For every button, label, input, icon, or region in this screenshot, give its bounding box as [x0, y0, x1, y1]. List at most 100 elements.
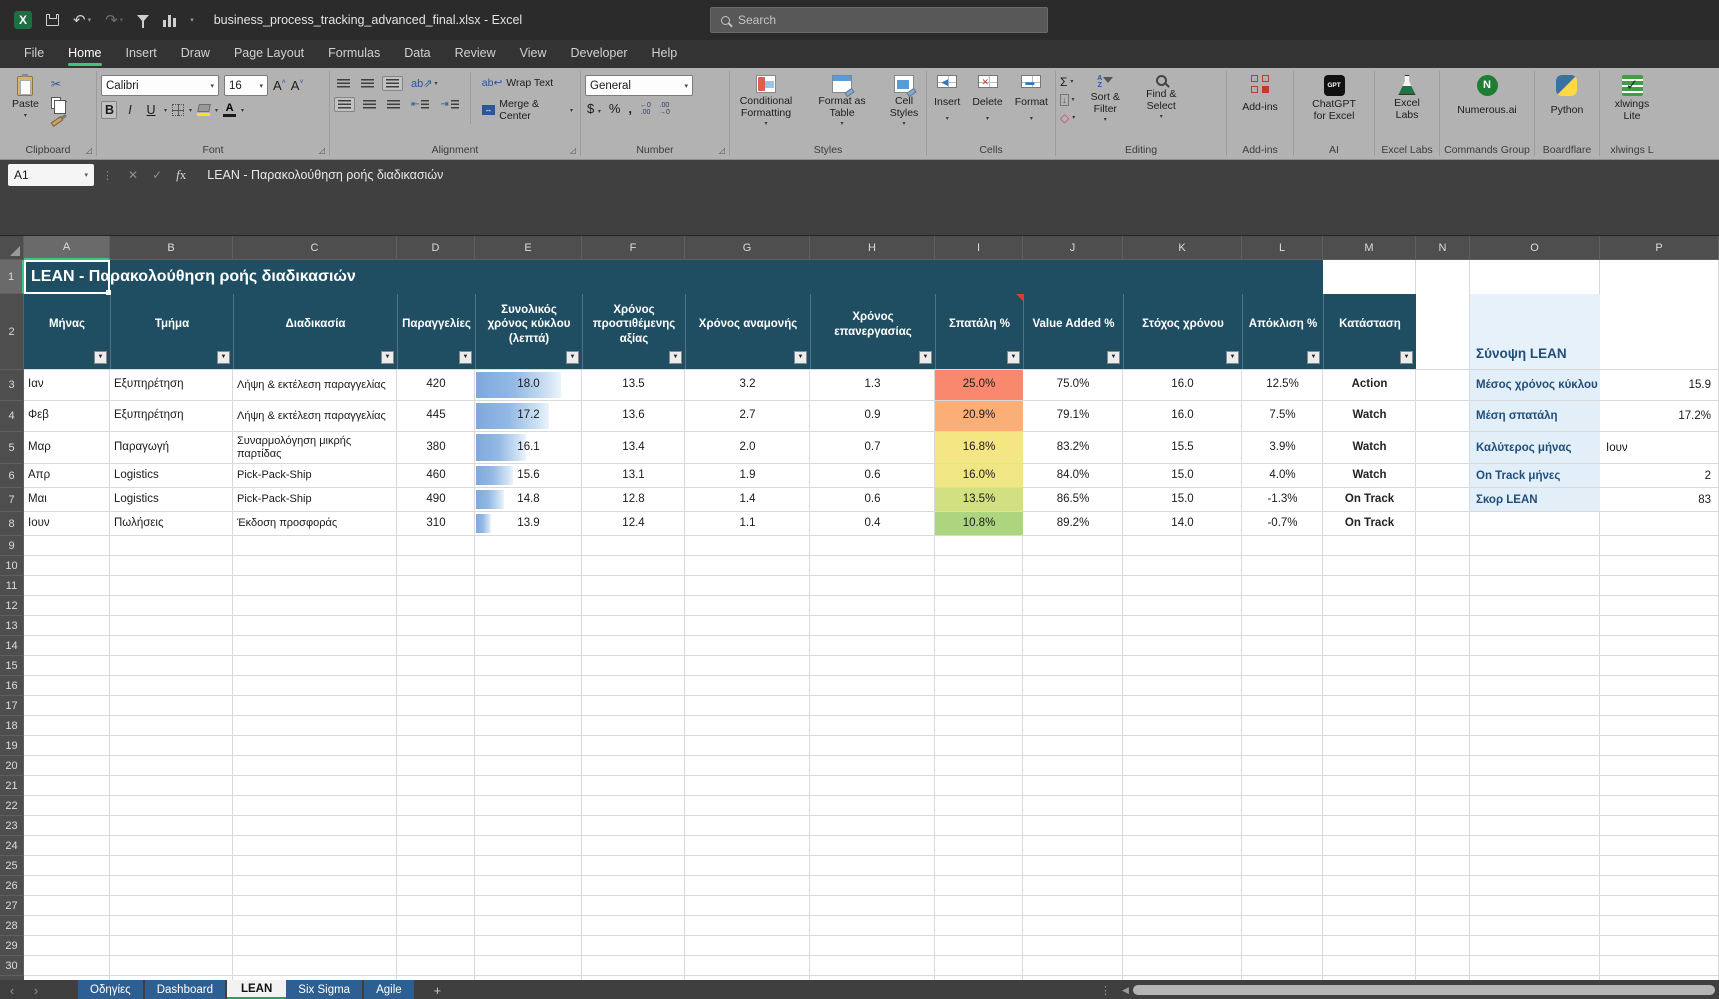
row-header-16[interactable]: 16 [0, 676, 24, 696]
cell-G4[interactable]: 2.7 [685, 401, 810, 431]
header-cell-H2[interactable]: Χρόνος επανεργασίας▼ [810, 294, 935, 369]
cell-N8[interactable] [1416, 512, 1470, 535]
summary-heading[interactable]: Σύνοψη LEAN [1470, 294, 1600, 369]
clear-button[interactable]: ◇ ▾ [1060, 110, 1075, 125]
cancel-formula-button[interactable]: ✕ [128, 168, 138, 182]
format-cells-button[interactable]: ▬ Format▾ [1011, 72, 1052, 123]
column-header-M[interactable]: M [1323, 236, 1416, 260]
column-header-I[interactable]: I [935, 236, 1023, 260]
sheet-nav-left-arrow[interactable]: ‹ [0, 983, 24, 998]
row-header-13[interactable]: 13 [0, 616, 24, 636]
font-color-button[interactable]: A [223, 103, 236, 117]
paste-button[interactable]: Paste ▾ [4, 72, 47, 123]
ribbon-tab-formulas[interactable]: Formulas [318, 41, 390, 67]
row-27[interactable] [24, 896, 1719, 916]
row-header-23[interactable]: 23 [0, 816, 24, 836]
cell-L8[interactable]: -0.7% [1242, 512, 1323, 535]
row-17[interactable] [24, 696, 1719, 716]
cell-K3[interactable]: 16.0 [1123, 370, 1242, 400]
cell-E3[interactable]: 18.0 [475, 370, 582, 400]
cell-E5[interactable]: 16.1 [475, 432, 582, 463]
row-11[interactable] [24, 576, 1719, 596]
row-13[interactable] [24, 616, 1719, 636]
column-header-L[interactable]: L [1242, 236, 1323, 260]
row-header-12[interactable]: 12 [0, 596, 24, 616]
cell-K6[interactable]: 15.0 [1123, 464, 1242, 487]
filter-button[interactable]: ▼ [1400, 351, 1413, 364]
select-all-corner[interactable] [0, 236, 24, 260]
cell-C3[interactable]: Λήψη & εκτέλεση παραγγελίας [233, 370, 397, 400]
increase-indent-button[interactable]: ⇥ [437, 97, 461, 112]
align-middle-button[interactable] [358, 77, 377, 90]
cell-H3[interactable]: 1.3 [810, 370, 935, 400]
filter-button[interactable]: ▼ [669, 351, 682, 364]
formula-input[interactable]: LEAN - Παρακολούθηση ροής διαδικασιών [207, 168, 443, 182]
row-12[interactable] [24, 596, 1719, 616]
row-header-2[interactable]: 2 [0, 294, 24, 370]
cell-L3[interactable]: 12.5% [1242, 370, 1323, 400]
cell-N2[interactable] [1416, 294, 1470, 369]
search-box[interactable] [710, 7, 1048, 33]
cell-N6[interactable] [1416, 464, 1470, 487]
decrease-decimal-button[interactable]: .00→0 [659, 102, 670, 116]
cell-B3[interactable]: Εξυπηρέτηση [110, 370, 233, 400]
fill-color-button[interactable] [197, 104, 210, 116]
cell-A8[interactable]: Ιουν [24, 512, 110, 535]
addins-button[interactable]: Add-ins [1238, 72, 1282, 119]
fill-button[interactable]: ↓ ▾ [1060, 92, 1075, 107]
row-9[interactable] [24, 536, 1719, 556]
cell-G8[interactable]: 1.1 [685, 512, 810, 535]
excel-logo-icon[interactable]: X [14, 11, 32, 29]
align-center-button[interactable] [360, 98, 379, 111]
row-23[interactable] [24, 816, 1719, 836]
new-sheet-button[interactable]: + [434, 983, 442, 998]
percent-style-button[interactable]: % [609, 101, 621, 116]
excel-labs-button[interactable]: Excel Labs [1385, 72, 1429, 121]
column-header-K[interactable]: K [1123, 236, 1242, 260]
cell-B7[interactable]: Logistics [110, 488, 233, 511]
filter-button[interactable]: ▼ [1307, 351, 1320, 364]
cell-I3[interactable]: 25.0% [935, 370, 1023, 400]
borders-dropdown-arrow[interactable]: ▾ [189, 107, 192, 114]
column-header-H[interactable]: H [810, 236, 935, 260]
row-header-17[interactable]: 17 [0, 696, 24, 716]
align-bottom-button[interactable] [382, 76, 403, 91]
name-box[interactable]: A1▾ [8, 164, 94, 186]
insert-cells-button[interactable]: ◀ Insert▾ [930, 72, 964, 123]
cell-H6[interactable]: 0.6 [810, 464, 935, 487]
cut-button[interactable]: ✂ [51, 76, 67, 91]
python-button[interactable]: Python [1547, 72, 1588, 122]
align-right-button[interactable] [384, 98, 403, 111]
header-cell-L2[interactable]: Απόκλιση %▼ [1242, 294, 1323, 369]
cell-K8[interactable]: 14.0 [1123, 512, 1242, 535]
underline-button[interactable]: U [143, 103, 159, 117]
find-select-button[interactable]: Find & Select▾ [1135, 72, 1187, 121]
decrease-font-size-button[interactable]: A˅ [291, 79, 304, 92]
cell-B6[interactable]: Logistics [110, 464, 233, 487]
copy-button[interactable]: ▾ [51, 95, 67, 110]
accounting-format-button[interactable]: $ ▾ [587, 101, 601, 116]
insert-function-button[interactable]: fx [176, 167, 186, 183]
underline-dropdown-arrow[interactable]: ▾ [164, 107, 167, 114]
cell-D6[interactable]: 460 [397, 464, 475, 487]
cell-J7[interactable]: 86.5% [1023, 488, 1123, 511]
cell-F7[interactable]: 12.8 [582, 488, 685, 511]
cell-L6[interactable]: 4.0% [1242, 464, 1323, 487]
alignment-dialog-launcher[interactable]: ◿ [570, 146, 576, 155]
header-cell-F2[interactable]: Χρόνος προστιθέμενης αξίας▼ [582, 294, 685, 369]
cell-K7[interactable]: 15.0 [1123, 488, 1242, 511]
filter-button[interactable]: ▼ [1107, 351, 1120, 364]
cell-G6[interactable]: 1.9 [685, 464, 810, 487]
filter-qat-button[interactable] [137, 12, 149, 28]
header-cell-G2[interactable]: Χρόνος αναμονής▼ [685, 294, 810, 369]
row-20[interactable] [24, 756, 1719, 776]
wrap-text-button[interactable]: ab↩Wrap Text [479, 75, 576, 91]
row-header-27[interactable]: 27 [0, 896, 24, 916]
cell-M5[interactable]: Watch [1323, 432, 1416, 463]
row-29[interactable] [24, 936, 1719, 956]
row-header-28[interactable]: 28 [0, 916, 24, 936]
comma-style-button[interactable]: , [628, 101, 632, 116]
cell-M3[interactable]: Action [1323, 370, 1416, 400]
cell-G3[interactable]: 3.2 [685, 370, 810, 400]
row-header-30[interactable]: 30 [0, 956, 24, 976]
